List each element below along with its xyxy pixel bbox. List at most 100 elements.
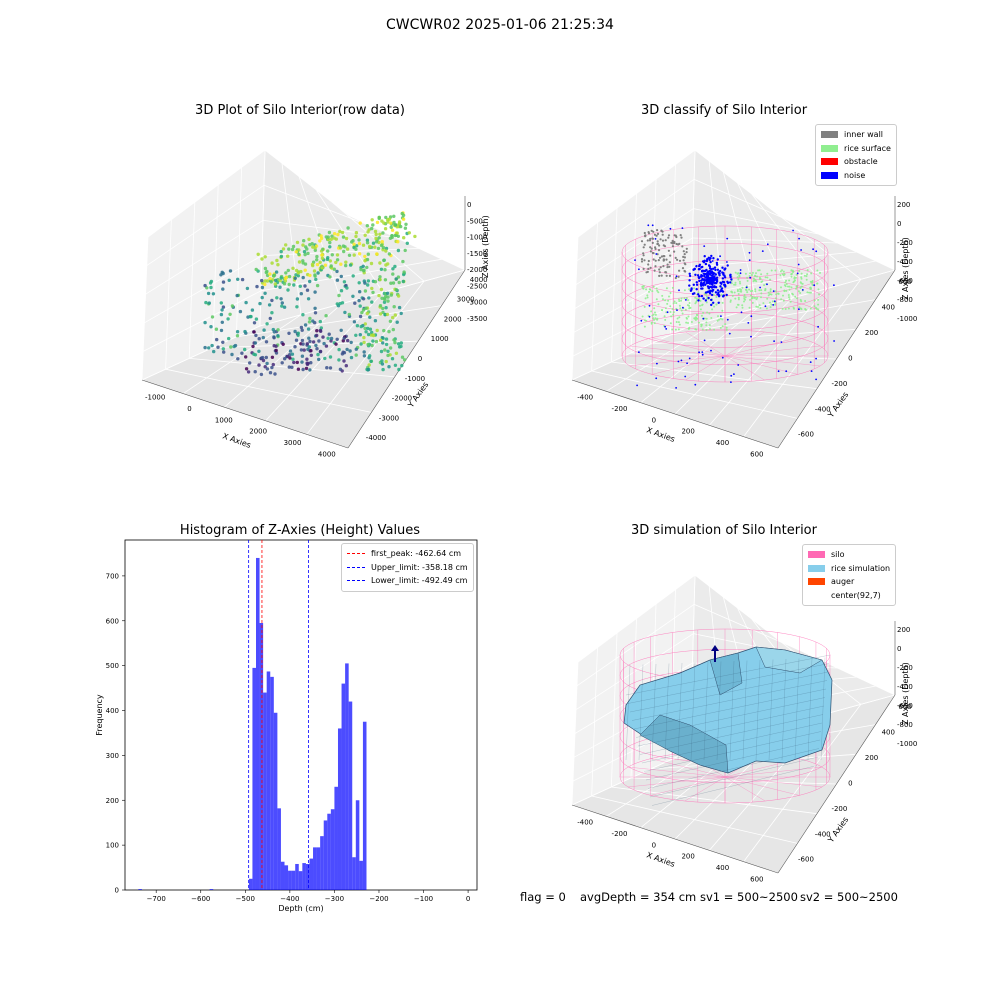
noise-point (714, 286, 718, 289)
data-point (325, 366, 329, 370)
rice-surface-point (710, 317, 713, 319)
rice-surface-point (650, 310, 653, 313)
rice-surface-point (755, 280, 758, 283)
panel4-z-ticks: 200 0 -200 -400 -600 -800 -1000 (897, 626, 917, 748)
surface-mesh-line (768, 659, 774, 761)
data-point (341, 350, 345, 354)
data-point (315, 347, 319, 351)
rice-surface-point (724, 323, 727, 326)
inner-wall-point (653, 269, 656, 272)
data-point (299, 292, 303, 296)
rice-surface-point (813, 305, 816, 308)
grid-line (571, 750, 691, 806)
inner-wall-point (682, 259, 685, 262)
noise-point (694, 383, 697, 386)
data-point (400, 211, 404, 216)
data-point (263, 266, 268, 271)
noise-point (810, 370, 813, 372)
inner-wall-point (683, 256, 686, 259)
rice-surface-point (743, 297, 746, 300)
surface-mesh-line (641, 722, 823, 764)
rice-surface-point (677, 328, 680, 331)
data-point (235, 334, 240, 338)
y-tick-label: 200 (106, 797, 119, 805)
inner-wall-point (657, 249, 661, 252)
noise-point (700, 284, 703, 287)
data-point (341, 339, 345, 343)
noise-point (720, 315, 722, 317)
histogram-x-ticks: −700 −600 −500 −400 −300 −200 −100 0 (147, 890, 470, 903)
inner-wall-point (685, 247, 688, 250)
noise-point (692, 283, 695, 286)
data-point (252, 321, 257, 325)
data-point (279, 254, 284, 259)
surface-mesh-line (627, 663, 830, 704)
z-tick-label: -400 (897, 683, 913, 691)
rice-surface-point (643, 325, 646, 328)
noise-point (678, 289, 680, 292)
inner-wall-point (660, 274, 663, 277)
histogram-bar (252, 667, 256, 890)
noise-point (666, 311, 669, 314)
noise-point (704, 299, 707, 302)
surface-mesh-line (625, 654, 831, 696)
data-point (363, 254, 367, 259)
rice-surface-point (705, 295, 708, 298)
data-point (235, 330, 240, 334)
rice-surface-point (756, 275, 758, 278)
inner-wall-point (673, 234, 676, 237)
inner-wall-point (640, 258, 644, 261)
inner-wall-point (675, 242, 678, 246)
data-point (303, 262, 308, 266)
noise-point (710, 298, 713, 302)
data-point (388, 319, 393, 323)
rice-surface-point (703, 317, 706, 320)
noise-point (698, 295, 701, 298)
rice-surface-point (766, 272, 769, 275)
noise-point (664, 325, 666, 328)
inner-wall-point (658, 244, 661, 247)
histogram-legend: first_peak: -462.64 cm Upper_limit: -358… (341, 543, 474, 592)
rice-surface-point (762, 302, 765, 305)
rice-surface-point (806, 273, 809, 276)
data-point (389, 221, 393, 225)
data-point (384, 215, 388, 220)
rice-surface-point (738, 275, 741, 278)
rice-surface-point (817, 288, 820, 291)
rice-surface-point (683, 297, 686, 300)
rice-surface-point (793, 307, 795, 310)
rice-surface-point (677, 321, 680, 324)
data-point (385, 312, 390, 317)
data-point (283, 276, 288, 281)
data-point (306, 251, 310, 256)
data-point (386, 299, 390, 303)
noise-point (703, 339, 706, 342)
z-tick-label: 200 (897, 201, 910, 209)
surface-mesh-line (631, 680, 828, 721)
grid-line (263, 184, 374, 228)
grid-line (236, 167, 242, 337)
data-point (395, 231, 399, 235)
rice-surface-point (725, 326, 728, 329)
data-point (340, 301, 345, 305)
rice-surface-point (770, 303, 773, 306)
inner-wall-point (683, 269, 686, 273)
noise-point (792, 229, 794, 232)
rice-surface-point (668, 295, 670, 298)
legend-swatch (808, 551, 825, 559)
noise-point (716, 268, 720, 271)
data-point (308, 279, 312, 284)
rice-surface-point (758, 276, 761, 279)
data-point (338, 246, 343, 250)
rice-surface-point (705, 328, 708, 331)
data-point (307, 320, 312, 324)
data-point (252, 352, 256, 356)
inner-wall-point (647, 263, 650, 266)
rice-surface-point (740, 290, 743, 293)
data-point (334, 342, 338, 346)
panel4-zlabel: Z Axies (Depth) (901, 662, 910, 725)
noise-point (695, 281, 698, 284)
data-point (236, 277, 240, 281)
silo-floor-spoke (685, 355, 726, 381)
data-point (337, 358, 341, 362)
